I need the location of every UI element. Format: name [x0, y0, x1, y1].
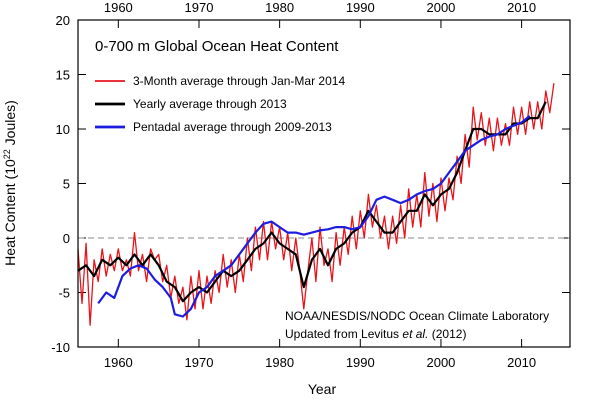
- y-tick-label: -5: [58, 286, 70, 301]
- annotation: NOAA/NESDIS/NODC Ocean Climate Laborator…: [285, 309, 549, 323]
- data-line: [97, 115, 531, 318]
- x-tick-label: 1970: [185, 355, 214, 370]
- y-axis-label: Heat Content (1022 Joules): [2, 100, 18, 266]
- y-tick-label: 0: [63, 231, 70, 246]
- data-line: [77, 101, 547, 303]
- plot-frame: [77, 19, 571, 348]
- annotation-part: Updated from Levitus: [285, 327, 402, 341]
- x-tick-label-top: 2000: [426, 0, 455, 15]
- y-tick-label: -10: [51, 340, 70, 355]
- y-label-part: Heat Content (10: [2, 159, 18, 266]
- annotation-part: et al.: [402, 327, 428, 341]
- data-line: [77, 83, 555, 326]
- x-tick-label-top: 1990: [346, 0, 375, 15]
- annotation-part: (2012): [428, 327, 466, 341]
- x-tick-label-top: 2010: [507, 0, 536, 15]
- x-tick-label: 1990: [346, 355, 375, 370]
- x-tick-label-top: 1960: [104, 0, 133, 15]
- x-tick-label-top: 1970: [185, 0, 214, 15]
- y-tick-label: 20: [56, 13, 70, 28]
- y-tick-label: 5: [63, 177, 70, 192]
- x-tick-label: 1980: [265, 355, 294, 370]
- annotation: Updated from Levitus et al. (2012): [285, 327, 466, 341]
- x-tick-label: 1960: [104, 355, 133, 370]
- y-tick-label: 15: [56, 68, 70, 83]
- x-axis-label: Year: [308, 381, 337, 397]
- x-tick-label: 2000: [426, 355, 455, 370]
- x-tick-label-top: 1980: [265, 0, 294, 15]
- y-tick-label: 10: [56, 122, 70, 137]
- legend-label: Yearly average through 2013: [133, 97, 287, 111]
- x-tick-label: 2010: [507, 355, 536, 370]
- chart-title: 0-700 m Global Ocean Heat Content: [95, 38, 339, 55]
- legend-label: 3-Month average through Jan-Mar 2014: [133, 74, 345, 88]
- legend-label: Pentadal average through 2009-2013: [133, 120, 332, 134]
- y-label-superscript: 22: [2, 149, 12, 159]
- y-label-part: Joules): [2, 100, 18, 149]
